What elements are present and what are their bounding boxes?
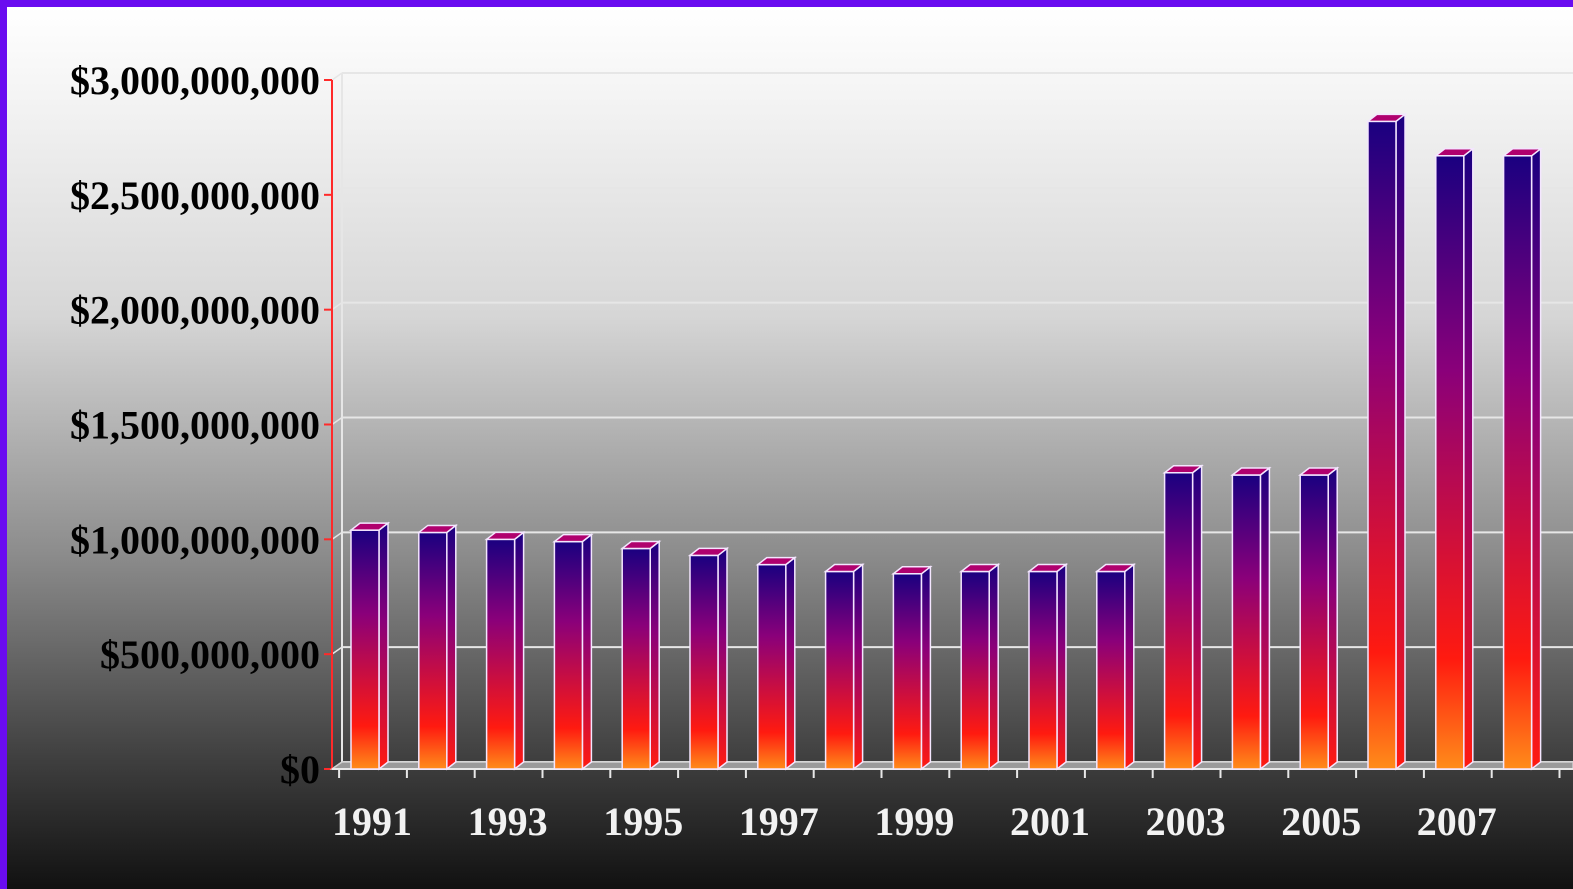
bar-front-2000: [960, 570, 990, 770]
y-tick-label: $1,000,000,000: [70, 517, 320, 562]
bar-2002: [1094, 562, 1136, 771]
bar-top-2000: [959, 563, 1001, 573]
bar-2000: [959, 562, 1001, 771]
bar-1999: [891, 565, 933, 771]
bar-top-2003: [1162, 464, 1204, 474]
bar-side-2003: [1191, 464, 1203, 771]
bar-front-1998: [824, 570, 855, 770]
bar-side-1997: [785, 556, 796, 771]
bar-top-2004: [1230, 467, 1272, 476]
bar-front-1995: [621, 547, 651, 770]
x-tick-label: 2007: [1417, 799, 1497, 844]
bar-2008: [1501, 147, 1543, 771]
bar-side-1996: [717, 546, 728, 771]
bars: [348, 112, 1543, 771]
bar-front-1991: [350, 529, 380, 770]
bar-front-1999: [892, 573, 923, 770]
bar-top-2007: [1433, 148, 1475, 157]
bar-side-1994: [581, 533, 593, 771]
bar-front-2008: [1502, 155, 1533, 770]
bar-front-2004: [1231, 474, 1262, 770]
bar-chart: $0 $500,000,000 $1,000,000,000 $1,500,000,0…: [70, 58, 1573, 844]
bar-2005: [1298, 466, 1340, 771]
bar-1991: [348, 521, 391, 771]
bar-2001: [1026, 562, 1069, 771]
bar-side-2007: [1463, 147, 1474, 771]
x-tick-label: 1991: [332, 799, 412, 844]
bar-top-1998: [823, 563, 865, 573]
bar-2003: [1162, 464, 1204, 771]
bar-front-1994: [553, 540, 584, 770]
bar-top-2005: [1298, 467, 1340, 476]
bar-front-2002: [1096, 570, 1126, 770]
bar-side-2005: [1327, 466, 1338, 771]
x-tick-label: 2003: [1146, 799, 1226, 844]
bar-side-2000: [988, 562, 999, 771]
bar-front-1997: [757, 563, 787, 770]
bar-front-2003: [1163, 471, 1194, 770]
bar-1992: [416, 523, 458, 771]
x-tick-label: 2005: [1281, 799, 1361, 844]
bar-top-1991: [348, 522, 391, 531]
bar-2007: [1433, 147, 1475, 771]
y-tick-label: $1,500,000,000: [70, 403, 320, 448]
bar-front-2007: [1435, 155, 1465, 770]
bar-top-1999: [891, 566, 933, 575]
x-tick-label: 1993: [468, 799, 548, 844]
bar-top-2001: [1026, 563, 1069, 573]
x-tick-label: 1999: [874, 799, 954, 844]
x-tick-label: 1995: [603, 799, 683, 844]
bar-top-1995: [620, 540, 662, 550]
gridline-slant: [331, 531, 343, 540]
bar-1994: [552, 533, 594, 771]
gridline-slant: [331, 187, 343, 196]
y-tick-label: $0: [280, 747, 320, 792]
bar-front-2001: [1028, 570, 1058, 770]
bar-top-2006: [1365, 113, 1408, 123]
bar-side-1993: [513, 530, 525, 771]
bar-1995: [620, 539, 662, 771]
x-tick-label: 2001: [1010, 799, 1090, 844]
bar-side-2002: [1124, 562, 1135, 771]
bar-front-2006: [1367, 120, 1397, 770]
bar-front-1996: [689, 554, 719, 770]
y-tick-label: $2,000,000,000: [70, 288, 320, 333]
bar-2004: [1230, 466, 1272, 771]
bar-top-1992: [416, 524, 458, 534]
bar-side-1998: [852, 562, 864, 771]
bar-front-1993: [485, 538, 516, 770]
bar-side-2006: [1395, 112, 1406, 771]
bar-1993: [484, 530, 526, 771]
bar-1997: [755, 556, 797, 771]
y-tick-label: $500,000,000: [100, 632, 320, 677]
gridline-slant: [331, 646, 343, 655]
bar-top-1997: [755, 556, 797, 566]
bar-side-1999: [920, 565, 932, 771]
chart-frame: $0 $500,000,000 $1,000,000,000 $1,500,000,0…: [7, 7, 1573, 889]
tick-labels: $0 $500,000,000 $1,000,000,000 $1,500,000,0…: [70, 58, 1497, 844]
bar-side-2004: [1259, 466, 1271, 771]
bar-front-2005: [1299, 474, 1329, 770]
bar-side-1995: [649, 539, 660, 771]
bar-side-2001: [1056, 562, 1067, 771]
bar-top-2008: [1501, 148, 1543, 157]
bar-top-1996: [687, 547, 730, 557]
bar-1996: [687, 546, 730, 771]
x-tick-label: 1997: [739, 799, 819, 844]
y-tick-label: $3,000,000,000: [70, 58, 320, 103]
bar-1998: [823, 562, 865, 771]
bar-side-1991: [378, 521, 389, 771]
bar-side-2008: [1530, 147, 1542, 771]
bar-top-1994: [552, 533, 594, 543]
gridline-slant: [331, 302, 343, 311]
bar-side-1992: [446, 523, 457, 771]
bar-top-2002: [1094, 563, 1136, 573]
bar-top-1993: [484, 531, 526, 541]
gridline-slant: [331, 416, 343, 426]
y-tick-label: $2,500,000,000: [70, 173, 320, 218]
bar-front-1992: [418, 531, 448, 770]
bar-2006: [1365, 112, 1408, 771]
gridline-slant: [331, 72, 343, 81]
